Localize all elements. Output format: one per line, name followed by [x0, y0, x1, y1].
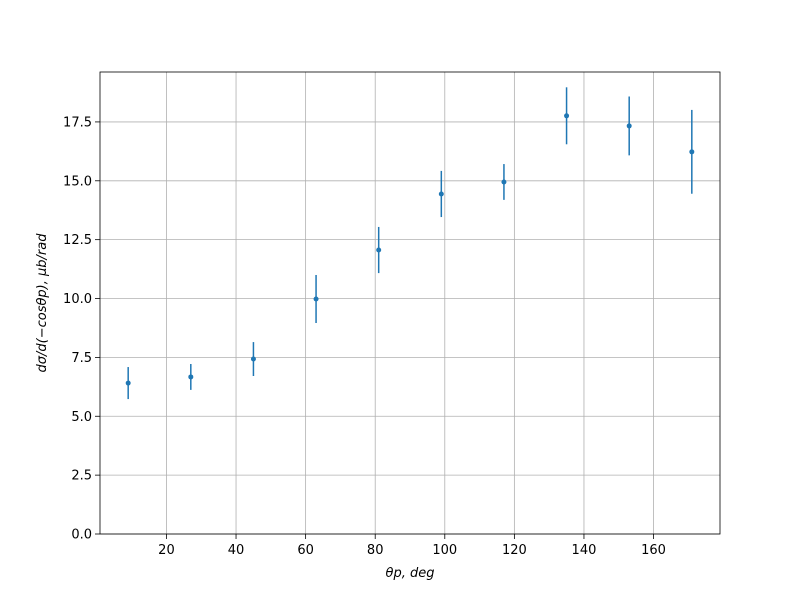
point: [313, 296, 319, 302]
y-tick-label: 17.5: [63, 115, 92, 130]
y-axis-label: dσ/d(−cosθp), μb/rad: [35, 233, 50, 373]
point: [501, 179, 507, 185]
point: [564, 113, 570, 119]
point: [188, 374, 194, 380]
y-tick-label: 0.0: [71, 528, 92, 543]
x-tick-label: 140: [572, 543, 597, 558]
x-tick-label: 40: [228, 543, 245, 558]
point: [125, 380, 131, 386]
x-tick-label: 60: [297, 543, 314, 558]
x-tick-label: 100: [432, 543, 457, 558]
y-tick-label: 7.5: [71, 351, 92, 366]
y-tick-label: 12.5: [63, 233, 92, 248]
plot-frame: [99, 71, 721, 535]
point: [626, 123, 632, 129]
point: [689, 149, 695, 155]
y-tick-label: 10.0: [63, 292, 92, 307]
point: [376, 247, 382, 253]
point: [250, 356, 256, 362]
x-axis-label: θp, deg: [386, 566, 435, 581]
x-tick-label: 80: [367, 543, 384, 558]
x-tick-label: 20: [158, 543, 175, 558]
x-tick-label: 120: [502, 543, 527, 558]
y-tick-label: 2.5: [71, 469, 92, 484]
point: [438, 191, 444, 197]
y-tick-label: 5.0: [71, 410, 92, 425]
x-tick-label: 160: [641, 543, 666, 558]
y-tick-label: 15.0: [63, 174, 92, 189]
